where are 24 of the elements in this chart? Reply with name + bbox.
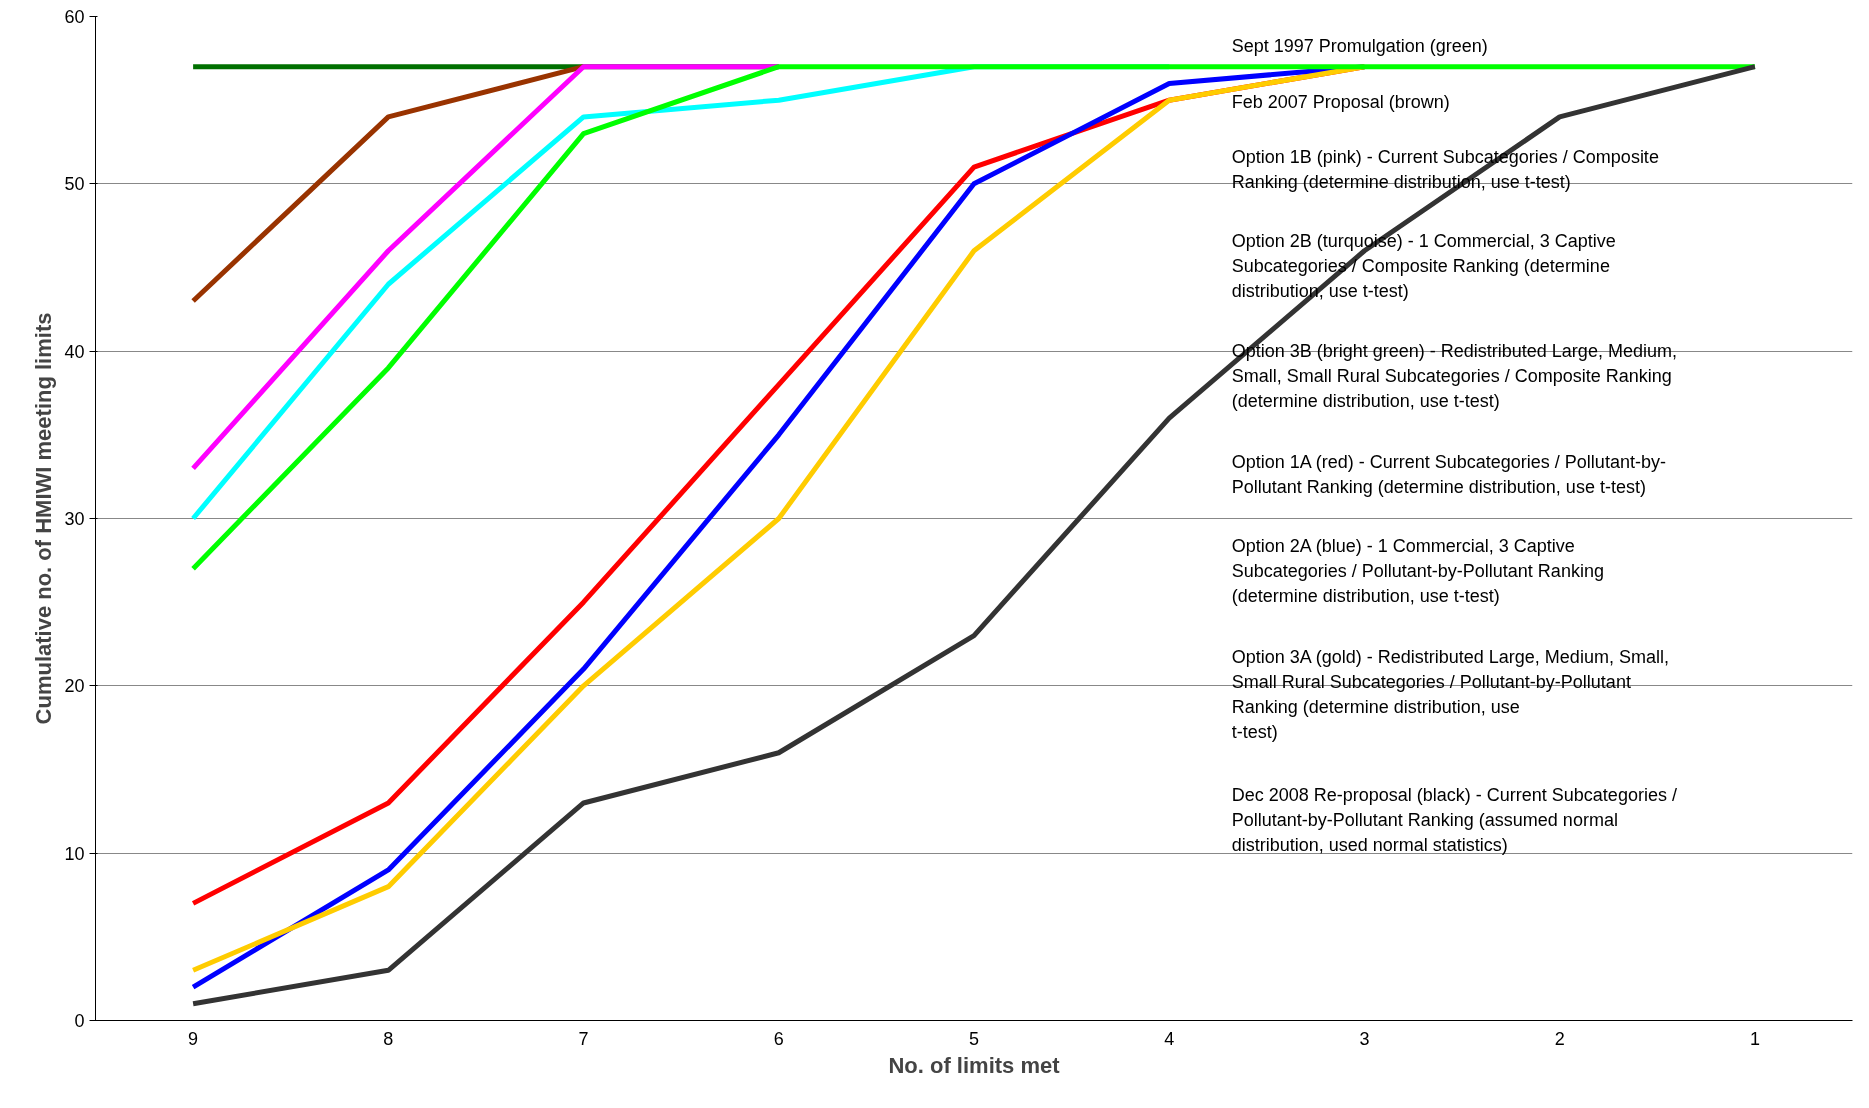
annotation: Option 2A (blue) - 1 Commercial, 3 Captive Subcategories / Pollutant-by-Pollutant Ranking (determine distribution, use t-test) (1231, 535, 1604, 606)
x-tick-label: 8 (383, 1028, 394, 1049)
y-axis-title: Cumulative no. of HMIWI meeting limits (31, 312, 57, 725)
y-tick-label: 20 (64, 676, 85, 697)
annotation: Sept 1997 Promulgation (green) (1231, 36, 1488, 57)
annotation: Dec 2008 Re-proposal (black) - Current Subcategories / Pollutant-by-Pollutant Ranking (assumed normal distribution, used normal statistics) (1231, 785, 1677, 856)
x-tick-label: 6 (773, 1028, 784, 1049)
x-tick-label: 4 (1164, 1028, 1175, 1049)
x-tick-label: 2 (1554, 1028, 1565, 1049)
x-tick-label: 3 (1359, 1028, 1370, 1049)
x-axis-title: No. of limits met (888, 1052, 1061, 1078)
y-tick-label: 0 (74, 1011, 85, 1031)
y-tick-label: 50 (64, 174, 85, 195)
annotation: Feb 2007 Proposal (brown) (1231, 91, 1450, 112)
x-tick-label: 9 (188, 1028, 199, 1049)
y-tick-label: 30 (64, 509, 85, 529)
y-tick-label: 10 (64, 843, 85, 864)
y-tick-label: 60 (64, 7, 85, 27)
y-tick-label: 40 (64, 341, 85, 362)
x-tick-label: 7 (578, 1028, 589, 1049)
annotation: Option 3A (gold) - Redistributed Large, Medium, Small, Small Rural Subcategories / Pollutant-by-Pollutant Ranking (determine distribution, use t-test) (1231, 646, 1669, 742)
x-tick-label: 5 (968, 1028, 980, 1049)
annotation: Option 1A (red) - Current Subcategories / Pollutant-by- Pollutant Ranking (determine distribution, use t-test) (1231, 452, 1666, 498)
x-tick-label: 1 (1749, 1028, 1760, 1049)
